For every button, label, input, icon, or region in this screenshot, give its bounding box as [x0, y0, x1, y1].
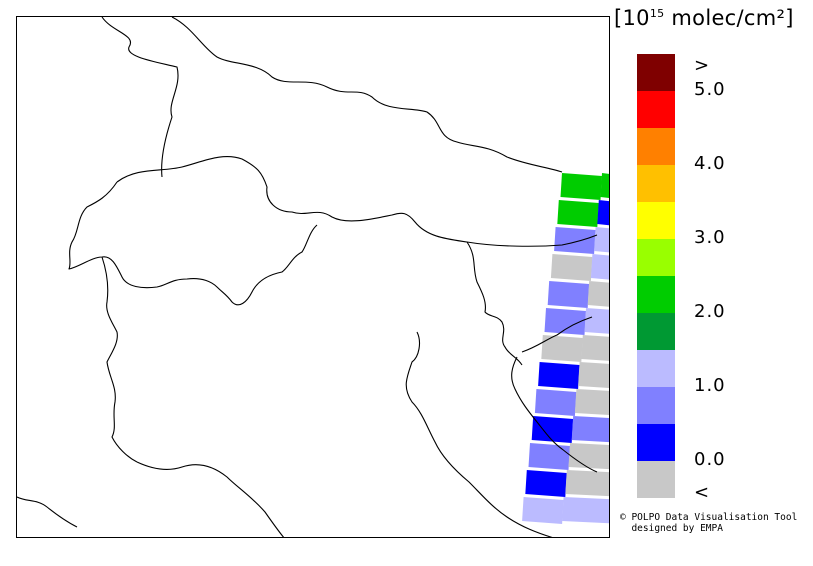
swath-pixel	[560, 173, 602, 200]
swath-pixel	[590, 254, 609, 280]
colorbar-tick-label: 0.0	[694, 449, 726, 470]
swath-pixel	[544, 308, 586, 335]
border-germany-czech	[171, 17, 563, 173]
colorbar-swatch	[637, 313, 675, 350]
colorbar-tick-label: >	[694, 54, 711, 76]
colorbar-swatch	[637, 54, 675, 91]
swath-pixel	[584, 308, 609, 334]
swath-pixel	[587, 281, 609, 307]
colorbar-swatch	[637, 202, 675, 239]
border-slovenia-croatia	[521, 316, 593, 353]
swath-pixel	[522, 497, 564, 524]
swath-pixel	[538, 362, 580, 389]
swath-pixel	[547, 281, 590, 308]
credit-text: © POLPO Data Visualisation Tool designed…	[620, 512, 797, 534]
colorbar-swatch	[637, 387, 675, 424]
colorbar-tick-label: 2.0	[694, 301, 726, 322]
swath-pixel	[531, 416, 574, 443]
colorbar-swatch	[637, 350, 675, 387]
swath-pixel	[528, 443, 570, 470]
credit-line-1: © POLPO Data Visualisation Tool	[620, 512, 798, 523]
swath-pixel	[600, 173, 609, 199]
colorbar-tick-label: 1.0	[694, 375, 726, 396]
legend-unit-suffix: molec/cm²]	[664, 6, 794, 30]
swath-pixel	[597, 200, 609, 226]
border-italy-slovenia	[466, 241, 523, 366]
colorbar-swatch	[637, 91, 675, 128]
map-canvas[interactable]	[17, 17, 610, 538]
border-switzerland	[68, 181, 318, 306]
credit-line-2: designed by EMPA	[620, 523, 723, 534]
colorbar-tick-label: 4.0	[694, 153, 726, 174]
swath-pixel	[565, 470, 609, 497]
swath-pixel	[534, 389, 577, 416]
colorbar	[637, 54, 675, 498]
swath-pixel	[554, 227, 596, 254]
swath-pixel	[525, 470, 567, 497]
colorbar-tick-label: 3.0	[694, 227, 726, 248]
swath-pixel	[571, 416, 609, 443]
satellite-swath	[522, 173, 609, 524]
colorbar-tick-label: 5.0	[694, 79, 726, 100]
border-france-italy	[101, 256, 138, 463]
swath-pixel	[568, 443, 609, 470]
colorbar-swatch	[637, 276, 675, 313]
swath-pixel	[581, 335, 609, 361]
swath-pixel	[550, 254, 593, 281]
colorbar-swatch	[637, 165, 675, 202]
border-france-germany	[101, 17, 179, 178]
legend-unit-exponent: 15	[649, 7, 665, 20]
coastline-adriatic	[405, 331, 553, 537]
legend-unit-prefix: [10	[614, 6, 650, 30]
swath-pixel	[557, 200, 599, 227]
swath-pixel	[541, 335, 583, 362]
border-germany-austria	[116, 156, 598, 247]
swath-pixel	[594, 227, 609, 253]
colorbar-swatch	[637, 128, 675, 165]
colorbar-tick-label: <	[694, 481, 711, 503]
colorbar-swatch	[637, 239, 675, 276]
borders	[17, 17, 598, 537]
coastline-ligurian	[136, 461, 285, 537]
map-panel[interactable]	[16, 16, 610, 538]
legend-title: [1015 molec/cm²]	[614, 6, 794, 30]
colorbar-swatch	[637, 461, 675, 498]
coastline-croatia	[511, 356, 598, 473]
coastline-lower	[17, 496, 78, 528]
swath-pixel	[574, 389, 609, 416]
swath-pixel	[562, 497, 609, 524]
colorbar-swatch	[637, 424, 675, 461]
swath-pixel	[578, 362, 609, 388]
